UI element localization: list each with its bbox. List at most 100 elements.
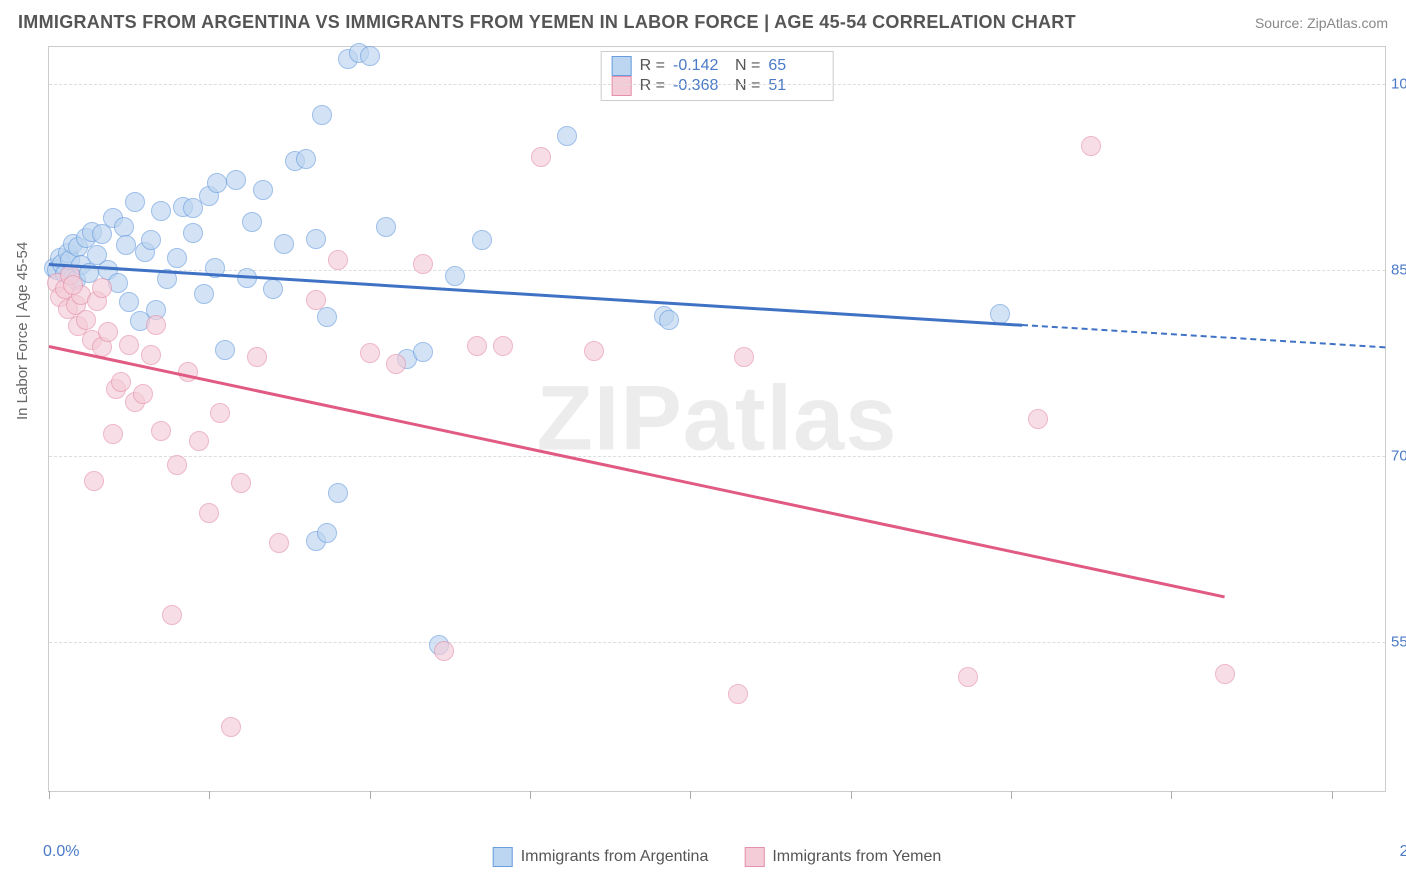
- data-point: [263, 279, 283, 299]
- data-point: [328, 250, 348, 270]
- data-point: [183, 198, 203, 218]
- data-point: [312, 105, 332, 125]
- data-point: [317, 523, 337, 543]
- data-point: [141, 345, 161, 365]
- data-point: [386, 354, 406, 374]
- data-point: [306, 290, 326, 310]
- data-point: [958, 667, 978, 687]
- data-point: [103, 424, 123, 444]
- y-axis-label: In Labor Force | Age 45-54: [14, 242, 31, 420]
- data-point: [111, 372, 131, 392]
- legend-row-yemen: R = -0.368 N = 51: [612, 76, 823, 96]
- legend-r-label: R =: [640, 77, 665, 95]
- data-point: [125, 192, 145, 212]
- data-point: [114, 217, 134, 237]
- regression-line: [49, 345, 1225, 598]
- legend-row-argentina: R = -0.142 N = 65: [612, 56, 823, 76]
- data-point: [659, 310, 679, 330]
- data-point: [84, 471, 104, 491]
- legend-swatch-argentina: [612, 56, 632, 76]
- data-point: [531, 147, 551, 167]
- data-point: [413, 254, 433, 274]
- x-tick: [1011, 791, 1012, 799]
- x-tick: [49, 791, 50, 799]
- x-axis-min-label: 0.0%: [43, 843, 79, 861]
- legend-swatch-argentina: [493, 847, 513, 867]
- data-point: [63, 275, 83, 295]
- data-point: [231, 473, 251, 493]
- data-point: [413, 342, 433, 362]
- data-point: [1081, 136, 1101, 156]
- x-tick: [370, 791, 371, 799]
- data-point: [207, 173, 227, 193]
- data-point: [317, 307, 337, 327]
- data-point: [467, 336, 487, 356]
- gridline-h: [49, 84, 1385, 85]
- data-point: [199, 503, 219, 523]
- regression-line: [1022, 324, 1386, 348]
- chart-title: IMMIGRANTS FROM ARGENTINA VS IMMIGRANTS …: [18, 12, 1076, 33]
- data-point: [210, 403, 230, 423]
- data-point: [472, 230, 492, 250]
- series-legend: Immigrants from Argentina Immigrants fro…: [493, 847, 942, 867]
- legend-r-label: R =: [640, 57, 665, 75]
- legend-n-label: N =: [735, 57, 760, 75]
- legend-item-yemen: Immigrants from Yemen: [744, 847, 941, 867]
- gridline-h: [49, 456, 1385, 457]
- legend-item-argentina: Immigrants from Argentina: [493, 847, 709, 867]
- data-point: [434, 641, 454, 661]
- x-tick: [209, 791, 210, 799]
- data-point: [445, 266, 465, 286]
- scatter-plot: ZIPatlas R = -0.142 N = 65 R = -0.368 N …: [48, 46, 1386, 792]
- legend-label-yemen: Immigrants from Yemen: [772, 848, 941, 866]
- legend-label-argentina: Immigrants from Argentina: [521, 848, 709, 866]
- data-point: [296, 149, 316, 169]
- x-tick: [1332, 791, 1333, 799]
- legend-n-value-yemen: 51: [768, 77, 822, 95]
- data-point: [274, 234, 294, 254]
- x-axis-max-label: 25.0%: [1389, 843, 1406, 861]
- data-point: [151, 201, 171, 221]
- data-point: [133, 384, 153, 404]
- data-point: [247, 347, 267, 367]
- data-point: [990, 304, 1010, 324]
- correlation-legend: R = -0.142 N = 65 R = -0.368 N = 51: [601, 51, 834, 101]
- y-tick-label: 70.0%: [1391, 448, 1406, 465]
- data-point: [194, 284, 214, 304]
- data-point: [1215, 664, 1235, 684]
- legend-r-value-argentina: -0.142: [673, 57, 727, 75]
- data-point: [1028, 409, 1048, 429]
- legend-n-value-argentina: 65: [768, 57, 822, 75]
- data-point: [141, 230, 161, 250]
- source-label: Source: ZipAtlas.com: [1255, 15, 1388, 31]
- x-tick: [1171, 791, 1172, 799]
- x-tick: [530, 791, 531, 799]
- data-point: [557, 126, 577, 146]
- data-point: [306, 229, 326, 249]
- data-point: [116, 235, 136, 255]
- data-point: [151, 421, 171, 441]
- data-point: [728, 684, 748, 704]
- gridline-h: [49, 642, 1385, 643]
- data-point: [167, 455, 187, 475]
- data-point: [119, 335, 139, 355]
- data-point: [178, 362, 198, 382]
- x-tick: [690, 791, 691, 799]
- data-point: [119, 292, 139, 312]
- data-point: [376, 217, 396, 237]
- data-point: [242, 212, 262, 232]
- data-point: [92, 278, 112, 298]
- y-tick-label: 85.0%: [1391, 262, 1406, 279]
- data-point: [98, 322, 118, 342]
- data-point: [269, 533, 289, 553]
- legend-n-label: N =: [735, 77, 760, 95]
- data-point: [734, 347, 754, 367]
- data-point: [360, 343, 380, 363]
- legend-r-value-yemen: -0.368: [673, 77, 727, 95]
- data-point: [226, 170, 246, 190]
- data-point: [253, 180, 273, 200]
- data-point: [183, 223, 203, 243]
- data-point: [215, 340, 235, 360]
- data-point: [189, 431, 209, 451]
- header: IMMIGRANTS FROM ARGENTINA VS IMMIGRANTS …: [0, 0, 1406, 39]
